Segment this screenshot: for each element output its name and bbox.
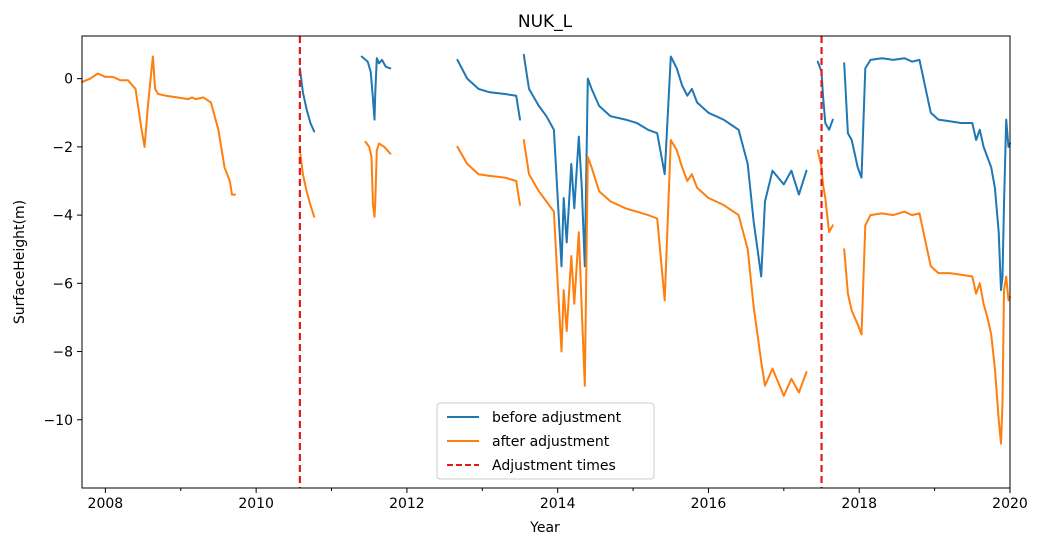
x-tick-label: 2010 — [238, 496, 274, 512]
series-1-segment-4 — [522, 139, 808, 397]
legend-label-1: after adjustment — [492, 434, 610, 450]
legend-label-0: before adjustment — [492, 410, 622, 426]
adjustment-lines — [298, 36, 823, 488]
y-axis: 0 −2 −4 −6 −8 −10 — [43, 72, 82, 429]
series-0-segment-0 — [298, 67, 316, 133]
series-layer — [81, 53, 1011, 445]
y-tick-label: −10 — [43, 413, 73, 429]
series-1-segment-1 — [298, 149, 316, 218]
plot-frame — [81, 35, 1011, 489]
series-1-segment-6 — [843, 210, 1011, 445]
y-tick-label: −8 — [52, 345, 73, 361]
x-axis-title: Year — [529, 520, 560, 536]
x-tick-label: 2014 — [540, 496, 576, 512]
series-1-segment-5 — [816, 149, 834, 234]
series-1 — [81, 55, 1011, 445]
series-1-segment-0 — [81, 55, 236, 196]
series-0-segment-5 — [843, 57, 1011, 292]
x-tick-label: 2012 — [389, 496, 425, 512]
series-0-segment-1 — [360, 55, 392, 121]
chart-title: NUK_L — [518, 12, 573, 32]
legend: before adjustment after adjustment Adjustm… — [436, 402, 655, 480]
y-tick-label: 0 — [64, 72, 73, 88]
series-1-segment-2 — [364, 140, 392, 218]
x-tick-label: 2008 — [88, 496, 124, 512]
series-0-segment-3 — [522, 53, 808, 278]
y-tick-label: −6 — [52, 276, 73, 292]
x-tick-label: 2018 — [841, 496, 877, 512]
legend-box — [436, 402, 655, 480]
x-tick-label: 2016 — [691, 496, 727, 512]
y-axis-title: SurfaceHeight(m) — [12, 200, 28, 324]
x-tick-label: 2020 — [992, 496, 1028, 512]
y-tick-label: −2 — [52, 140, 73, 156]
x-axis: 2008 2010 2012 2014 2016 2018 2020 — [88, 488, 1028, 512]
series-0-segment-2 — [456, 58, 521, 121]
legend-label-2: Adjustment times — [492, 458, 616, 474]
series-1-segment-3 — [456, 145, 521, 206]
y-tick-label: −4 — [52, 208, 73, 224]
